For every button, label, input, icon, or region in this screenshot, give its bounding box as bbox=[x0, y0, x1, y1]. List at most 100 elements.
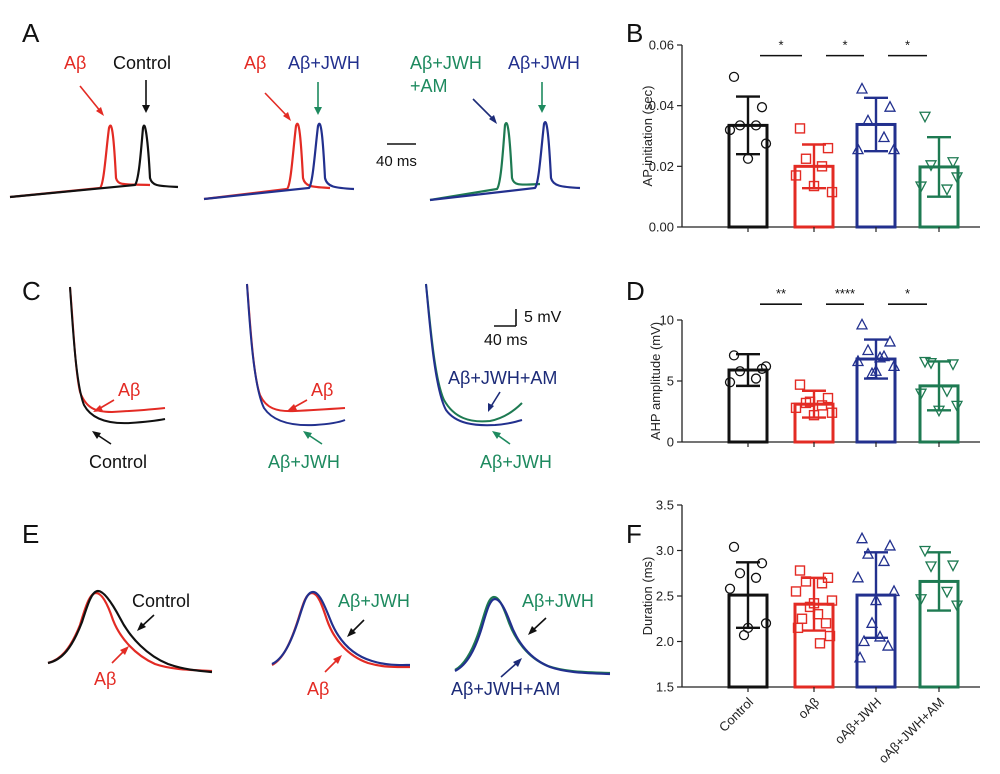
data-point bbox=[820, 618, 832, 629]
data-point bbox=[873, 630, 887, 642]
arrow-e-right-jwh bbox=[528, 617, 547, 635]
trace-a-middle-jwh bbox=[203, 122, 355, 201]
label-e-right-am: Aβ+JWH+AM bbox=[451, 679, 560, 699]
data-point bbox=[822, 142, 834, 154]
arrow-c-middle-jwh bbox=[303, 431, 323, 445]
label-a-right-jwh: Aβ+JWH bbox=[508, 53, 580, 73]
data-point bbox=[940, 586, 954, 599]
label-c-middle-abeta: Aβ bbox=[311, 380, 333, 400]
data-point bbox=[804, 601, 816, 613]
scalebar-c-voltage-label: 5 mV bbox=[524, 309, 562, 326]
data-point bbox=[760, 618, 772, 629]
data-point bbox=[824, 630, 836, 642]
y-axis-label: Duration (ms) bbox=[640, 557, 655, 636]
data-point bbox=[946, 560, 960, 572]
y-tick-label: 0.04 bbox=[649, 98, 674, 113]
arrow-a-right-am bbox=[472, 98, 497, 124]
arrow-a-right-jwh bbox=[538, 82, 546, 113]
arrow-e-left-control bbox=[137, 614, 155, 631]
data-point bbox=[724, 583, 736, 594]
trace-a-left-control bbox=[9, 124, 179, 199]
label-a-left-control: Control bbox=[113, 53, 171, 73]
data-point bbox=[855, 82, 869, 94]
panel-letter-b: B bbox=[626, 18, 643, 48]
label-a-middle-abeta: Aβ bbox=[244, 53, 266, 73]
label-a-middle-jwh: Aβ+JWH bbox=[288, 53, 360, 73]
data-point bbox=[924, 358, 938, 370]
y-tick-label: 2.5 bbox=[656, 589, 674, 604]
data-point bbox=[724, 124, 736, 136]
label-a-left-abeta: Aβ bbox=[64, 53, 86, 73]
data-point bbox=[887, 584, 901, 597]
data-point bbox=[877, 554, 891, 567]
data-point bbox=[750, 120, 762, 131]
data-point bbox=[940, 184, 954, 196]
arrow-a-left-abeta bbox=[79, 85, 104, 116]
data-point bbox=[816, 400, 828, 411]
data-point bbox=[950, 400, 964, 413]
trace-e-right-am bbox=[454, 597, 611, 676]
data-point bbox=[887, 142, 901, 155]
data-point bbox=[924, 561, 938, 573]
panel-letter-a: A bbox=[22, 18, 40, 48]
data-point bbox=[734, 568, 746, 579]
panel-letter-f: F bbox=[626, 519, 642, 549]
arrow-c-left-abeta bbox=[93, 399, 115, 412]
data-point bbox=[794, 123, 806, 134]
data-point bbox=[822, 572, 834, 583]
data-point bbox=[861, 343, 875, 356]
data-point bbox=[940, 386, 954, 398]
y-tick-label: 10 bbox=[660, 313, 674, 328]
data-point bbox=[877, 130, 891, 143]
chart-ap-initiation: 0.00 0.02 0.04 0.06 AP initiation (sec) * * * bbox=[640, 38, 980, 235]
trace-c-right-jwh bbox=[425, 283, 523, 427]
label-e-left-control: Control bbox=[132, 591, 190, 611]
y-tick-label: 0.00 bbox=[649, 220, 674, 235]
data-point bbox=[816, 161, 828, 172]
arrow-a-middle-jwh bbox=[314, 82, 322, 115]
significance-label: * bbox=[778, 38, 783, 53]
y-tick-label: 3.0 bbox=[656, 543, 674, 558]
data-point bbox=[883, 335, 897, 347]
arrow-e-middle-abeta bbox=[324, 655, 342, 673]
y-tick-label: 0.06 bbox=[649, 38, 674, 53]
data-point bbox=[887, 359, 901, 372]
trace-a-left-abeta bbox=[9, 124, 151, 199]
data-point bbox=[790, 402, 802, 414]
data-point bbox=[873, 350, 887, 363]
data-point bbox=[808, 409, 820, 421]
significance-label: **** bbox=[835, 286, 855, 301]
data-point bbox=[728, 71, 740, 82]
data-point bbox=[861, 113, 875, 126]
significance-label: ** bbox=[776, 286, 786, 301]
panel-c-traces: Aβ Control Aβ Aβ+JWH Aβ+JWH+AM Aβ+JWH bbox=[69, 283, 562, 472]
data-point bbox=[724, 377, 736, 388]
trace-e-middle-jwh bbox=[271, 590, 411, 667]
arrow-c-right-am bbox=[488, 391, 501, 412]
significance-label: * bbox=[905, 38, 910, 53]
panel-letter-e: E bbox=[22, 519, 39, 549]
data-point bbox=[734, 366, 746, 377]
label-e-middle-jwh: Aβ+JWH bbox=[338, 591, 410, 611]
label-c-middle-jwh: Aβ+JWH bbox=[268, 452, 340, 472]
data-point bbox=[800, 153, 812, 164]
y-tick-label: 0.02 bbox=[649, 159, 674, 174]
data-point bbox=[861, 547, 875, 559]
data-point bbox=[794, 565, 806, 576]
data-point bbox=[792, 622, 804, 634]
data-point bbox=[790, 586, 802, 597]
data-point bbox=[946, 359, 960, 371]
trace-c-right-am bbox=[425, 283, 523, 423]
data-point bbox=[855, 317, 869, 330]
arrow-a-left-control bbox=[142, 80, 150, 113]
scalebar-c-time-label: 40 ms bbox=[484, 332, 528, 349]
data-point bbox=[756, 558, 768, 569]
data-point bbox=[950, 600, 964, 612]
significance-label: * bbox=[905, 286, 910, 301]
data-point bbox=[857, 634, 871, 647]
data-point bbox=[924, 160, 938, 172]
x-category-label: oAβ bbox=[795, 695, 822, 722]
y-tick-label: 5 bbox=[667, 374, 674, 389]
panel-e-traces: Control Aβ Aβ+JWH Aβ Aβ+JWH Aβ+JWH+AM bbox=[47, 589, 611, 699]
